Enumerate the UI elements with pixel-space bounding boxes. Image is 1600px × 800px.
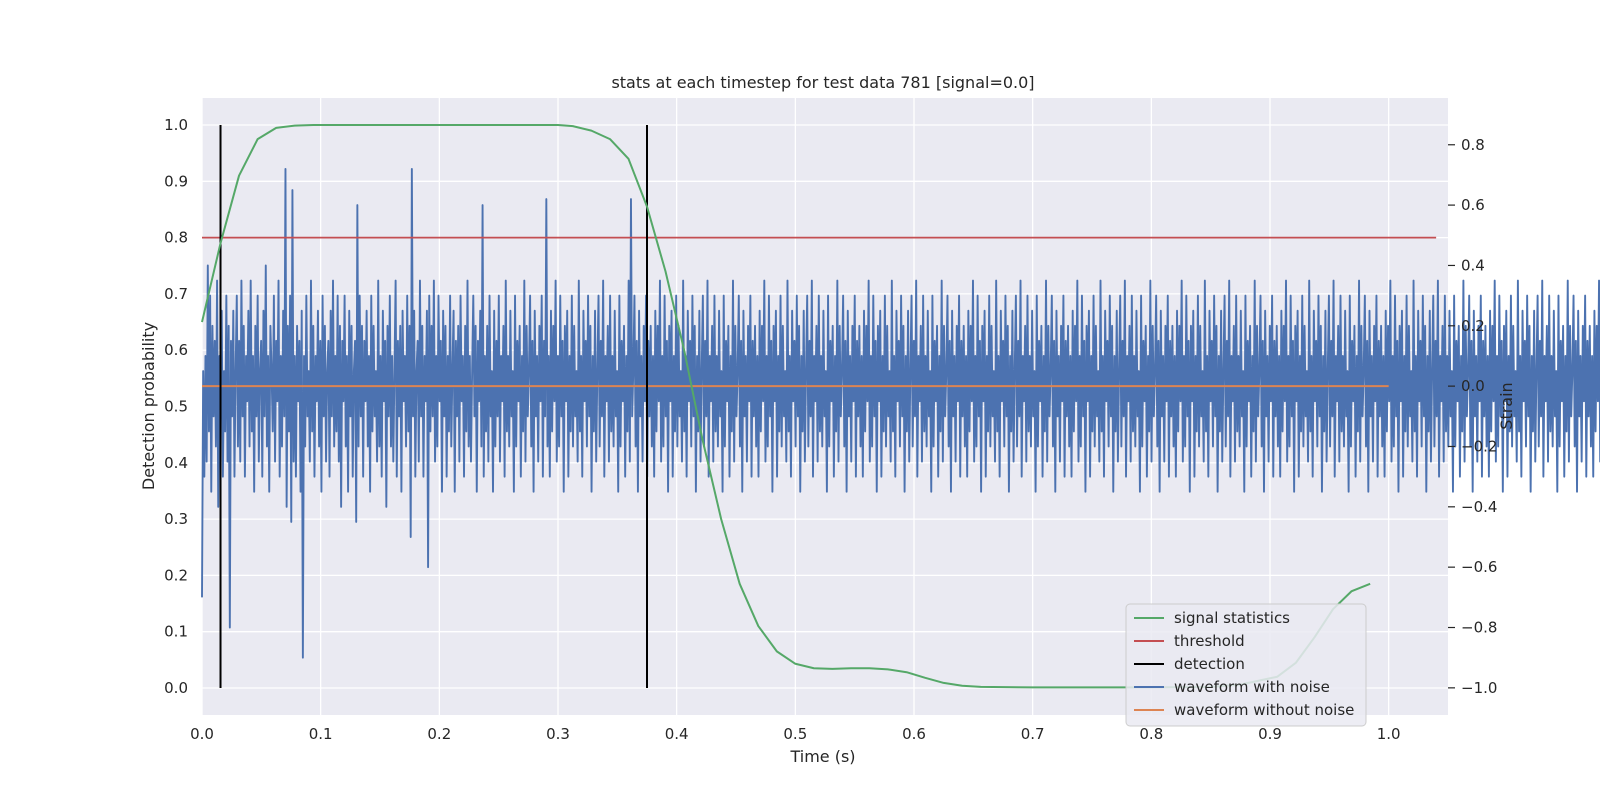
y-right-tick-label: −0.2 (1461, 437, 1497, 455)
y-left-tick-label: 1.0 (164, 116, 188, 134)
y-right-tick-label: −0.4 (1461, 498, 1497, 516)
y-right-tick-label: −1.0 (1461, 679, 1497, 697)
y-left-axis-label: Detection probability (139, 322, 158, 490)
legend: signal statistics threshold detection wavef… (1125, 603, 1367, 727)
x-tick-label: 0.9 (1258, 725, 1282, 743)
y-left-tick-labels: 0.0 0.1 0.2 0.3 0.4 0.5 0.6 0.7 0.8 0.9 1.0 (164, 116, 188, 697)
series-waveform-with-noise (201, 167, 1600, 659)
y-right-tick-label: 0.2 (1461, 317, 1485, 335)
legend-label: threshold (1174, 632, 1245, 650)
y-right-tick-label: 0.8 (1461, 136, 1485, 154)
x-tick-label: 0.0 (190, 725, 214, 743)
x-tick-label: 0.2 (427, 725, 451, 743)
legend-label: signal statistics (1174, 609, 1290, 627)
y-left-tick-label: 0.6 (164, 341, 188, 359)
x-tick-label: 0.1 (309, 725, 333, 743)
legend-label: waveform with noise (1174, 678, 1330, 696)
legend-label: detection (1174, 655, 1245, 673)
y-right-tick-labels: −1.0 −0.8 −0.6 −0.4 −0.2 0.0 0.2 0.4 0.6 0.8 (1448, 136, 1497, 697)
y-left-tick-label: 0.7 (164, 285, 188, 303)
y-left-tick-label: 0.3 (164, 510, 188, 528)
x-tick-label: 0.5 (783, 725, 807, 743)
x-tick-label: 0.8 (1139, 725, 1163, 743)
y-right-tick-label: 0.0 (1461, 377, 1485, 395)
y-left-tick-label: 0.5 (164, 398, 188, 416)
y-left-tick-label: 0.9 (164, 172, 188, 190)
y-left-tick-label: 0.2 (164, 566, 188, 584)
x-tick-label: 0.7 (1021, 725, 1045, 743)
chart-title: stats at each timestep for test data 781… (611, 73, 1034, 92)
y-right-tick-label: −0.6 (1461, 558, 1497, 576)
legend-label: waveform without noise (1174, 701, 1354, 719)
x-axis-label: Time (s) (789, 747, 855, 766)
y-right-tick-label: 0.6 (1461, 196, 1485, 214)
x-tick-label: 1.0 (1377, 725, 1401, 743)
legend-box (1125, 603, 1367, 727)
x-tick-labels: 0.0 0.1 0.2 0.3 0.4 0.5 0.6 0.7 0.8 0.9 1.0 (190, 725, 1401, 743)
x-tick-label: 0.3 (546, 725, 570, 743)
x-tick-label: 0.6 (902, 725, 926, 743)
y-left-tick-label: 0.4 (164, 454, 188, 472)
y-left-tick-label: 0.0 (164, 679, 188, 697)
y-right-tick-label: 0.4 (1461, 256, 1485, 274)
x-tick-label: 0.4 (665, 725, 689, 743)
y-right-tick-label: −0.8 (1461, 619, 1497, 637)
y-left-tick-label: 0.1 (164, 623, 188, 641)
y-right-axis-label: Strain (1497, 382, 1516, 429)
y-left-tick-label: 0.8 (164, 229, 188, 247)
